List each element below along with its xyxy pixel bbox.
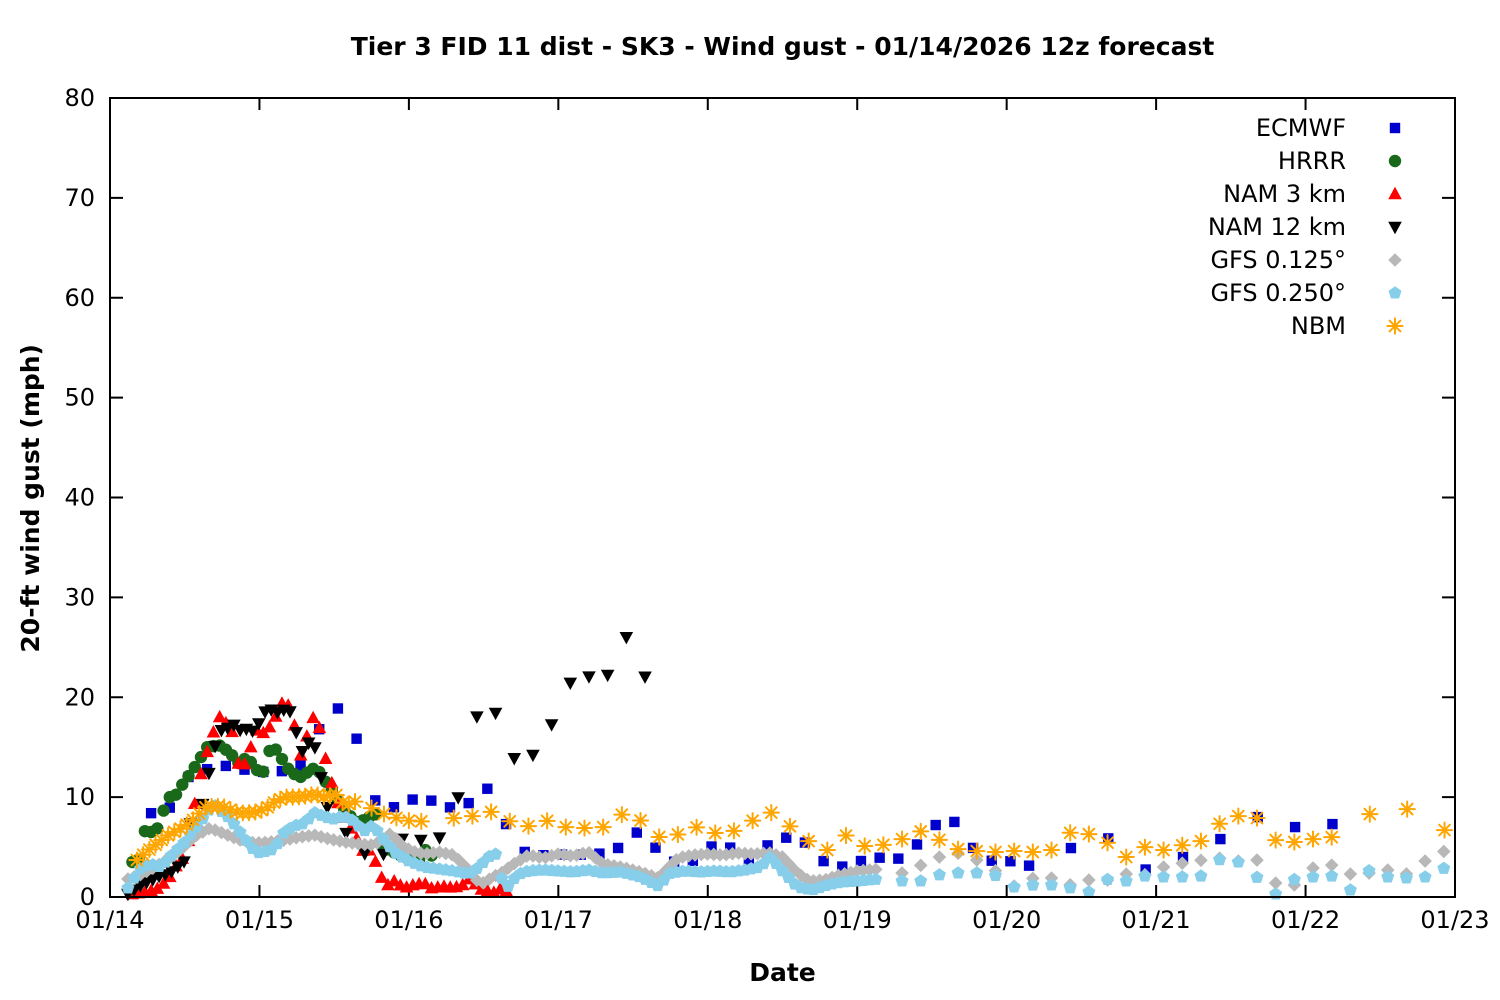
svg-text:0: 0 (80, 883, 95, 911)
axis-tick-labels: 01/14 01/15 01/16 01/17 01/18 01/19 01/20 01/21… (64, 84, 1489, 934)
legend-label: GFS 0.125° (1210, 246, 1346, 274)
legend-label: HRRR (1278, 147, 1346, 175)
svg-text:30: 30 (64, 583, 95, 611)
legend-item-nam-12-km: NAM 12 km (1208, 213, 1402, 241)
svg-text:01/16: 01/16 (374, 906, 443, 934)
svg-text:20: 20 (64, 683, 95, 711)
svg-text:01/23: 01/23 (1420, 906, 1489, 934)
plot-border (109, 97, 1456, 898)
svg-text:01/15: 01/15 (225, 906, 294, 934)
svg-text:01/20: 01/20 (972, 906, 1041, 934)
legend-label: NAM 12 km (1208, 213, 1346, 241)
legend-item-gfs-0-250-: GFS 0.250° (1210, 279, 1402, 307)
legend-label: ECMWF (1256, 114, 1346, 142)
legend-item-ecmwf: ECMWF (1256, 114, 1401, 142)
legend-item-nbm: NBM (1291, 312, 1404, 340)
series-gfs-0-250- (121, 799, 1451, 900)
legend-item-nam-3-km: NAM 3 km (1223, 180, 1402, 208)
svg-text:01/22: 01/22 (1271, 906, 1340, 934)
svg-text:10: 10 (64, 783, 95, 811)
legend: ECMWF HRRR NAM 3 km NAM 12 km GFS 0.125° GFS … (1208, 114, 1404, 340)
svg-text:01/18: 01/18 (673, 906, 742, 934)
series-nbm (128, 786, 1454, 869)
svg-text:01/14: 01/14 (75, 906, 144, 934)
svg-text:70: 70 (64, 184, 95, 212)
x-axis-label: Date (749, 958, 816, 987)
svg-text:40: 40 (64, 484, 95, 512)
svg-text:50: 50 (64, 384, 95, 412)
svg-text:01/19: 01/19 (823, 906, 892, 934)
legend-label: GFS 0.250° (1210, 279, 1346, 307)
legend-item-hrrr: HRRR (1278, 147, 1402, 175)
svg-text:01/21: 01/21 (1122, 906, 1191, 934)
svg-text:80: 80 (64, 84, 95, 112)
legend-item-gfs-0-125-: GFS 0.125° (1210, 246, 1402, 274)
svg-text:60: 60 (64, 284, 95, 312)
chart-title: Tier 3 FID 11 dist - SK3 - Wind gust - 0… (350, 32, 1215, 61)
svg-text:01/17: 01/17 (524, 906, 593, 934)
legend-label: NAM 3 km (1223, 180, 1346, 208)
legend-label: NBM (1291, 312, 1346, 340)
